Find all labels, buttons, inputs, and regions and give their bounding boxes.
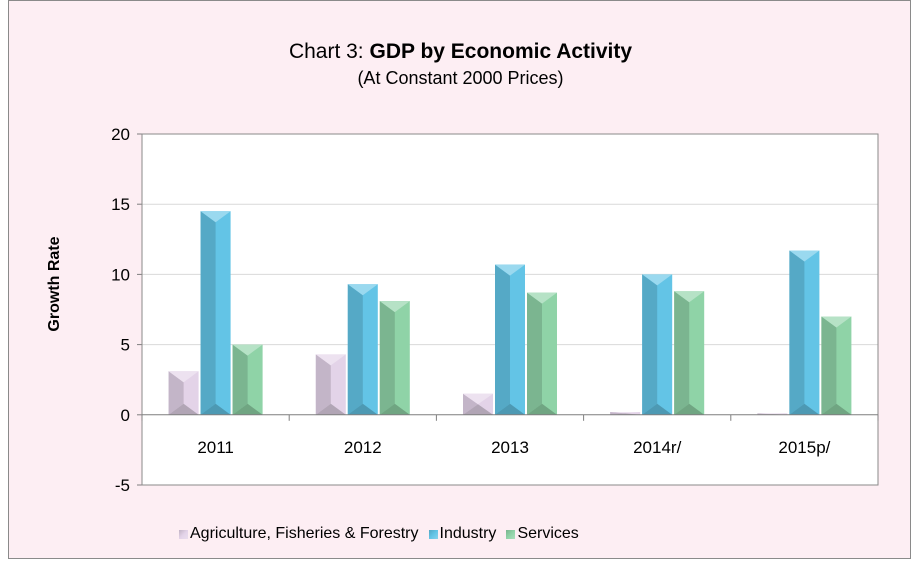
bar-bevel-left (789, 250, 805, 415)
bar (168, 371, 199, 415)
chart-title: Chart 3: GDP by Economic Activity (9, 39, 912, 65)
bar (315, 354, 346, 415)
bar-bevel-top (168, 371, 199, 383)
bar-bevel-left (315, 354, 331, 415)
legend-item: Agriculture, Fisheries & Forestry (179, 525, 419, 543)
bar-bevel-top (315, 354, 346, 366)
bar-bevel-top (757, 413, 788, 415)
bar-bevel-top (789, 250, 820, 262)
bar-bevel-bottom (232, 403, 263, 415)
bar (347, 284, 378, 415)
bar-bevel-left (821, 316, 837, 415)
legend-item: Services (506, 525, 579, 543)
bar-bevel-top (642, 274, 673, 286)
bar-bevel-top (347, 284, 378, 296)
bar-bevel-bottom (527, 403, 557, 415)
y-tick-label: 5 (121, 336, 130, 355)
bar (642, 274, 673, 415)
legend-label: Services (517, 525, 579, 542)
legend-label: Industry (439, 525, 497, 542)
bar-bevel-top (495, 264, 525, 276)
bar-bevel-top (610, 411, 641, 414)
bar-bevel-top (379, 301, 410, 313)
x-tick-label: 2014r/ (633, 438, 681, 457)
chart-subtitle: (At Constant 2000 Prices) (357, 68, 564, 88)
x-tick-label: 2011 (197, 438, 234, 457)
bar-bevel-left (379, 301, 395, 415)
bar-bevel-top (463, 393, 493, 405)
bar-bevel-top (527, 292, 557, 304)
plot-border (141, 133, 879, 486)
bar-bevel-top (674, 291, 705, 303)
y-tick-label: -5 (115, 476, 130, 495)
bar-bevel-bottom (674, 403, 705, 415)
chart-title-block: Chart 3: GDP by Economic Activity (At Co… (9, 39, 912, 90)
bar-bevel-bottom (642, 403, 673, 415)
bar-bevel-top (200, 211, 231, 223)
bar-bevel-left (463, 393, 478, 415)
bar-bevel-bottom (168, 403, 199, 415)
y-tick-label: 10 (111, 265, 130, 284)
y-tick-label: 0 (121, 406, 130, 425)
bar (379, 301, 410, 415)
bar-bevel-left (168, 371, 184, 415)
bar-bevel-left (642, 274, 658, 415)
x-tick-label: 2013 (491, 438, 529, 457)
bar-bevel-bottom (315, 403, 346, 415)
bar-bevel-bottom (200, 403, 231, 415)
legend: Agriculture, Fisheries & Forestry Industr… (179, 525, 579, 543)
bar (789, 250, 820, 415)
x-tick-label: 2015p/ (778, 438, 830, 457)
bar-bevel-left (232, 344, 248, 415)
x-tick-label: 2012 (344, 438, 382, 457)
legend-item: Industry (428, 525, 497, 543)
bar (232, 344, 263, 415)
bar-bevel-left (200, 211, 216, 415)
bar-bevel-bottom (347, 403, 378, 415)
bar-bevel-left (674, 291, 690, 415)
y-tick-label: 20 (111, 125, 130, 144)
bar-bevel-top (232, 344, 263, 356)
bar (527, 292, 557, 415)
bar-bevel-bottom (379, 403, 410, 415)
bar-bevel-bottom (463, 404, 493, 415)
bar-bevel-bottom (821, 403, 852, 415)
bar (821, 316, 852, 415)
chart-title-prefix: Chart 3: (288, 40, 370, 63)
legend-swatch (179, 529, 188, 539)
chart-title-bold: GDP by Economic Activity (369, 40, 633, 63)
bar-bevel-top (821, 316, 852, 328)
legend-swatch (428, 529, 438, 539)
bar (674, 291, 705, 415)
legend-label: Agriculture, Fisheries & Forestry (190, 525, 419, 542)
legend-swatch (506, 529, 516, 539)
bar-bevel-left (347, 284, 363, 415)
bar-bevel-bottom (789, 403, 820, 415)
bar (463, 393, 493, 415)
bar (200, 211, 231, 415)
bar-bevel-left (495, 264, 510, 415)
bar (495, 264, 525, 415)
bar-bevel-bottom (495, 403, 525, 415)
y-tick-label: 15 (111, 195, 130, 214)
bar-bevel-left (610, 411, 626, 415)
bar-bevel-left (527, 292, 542, 415)
